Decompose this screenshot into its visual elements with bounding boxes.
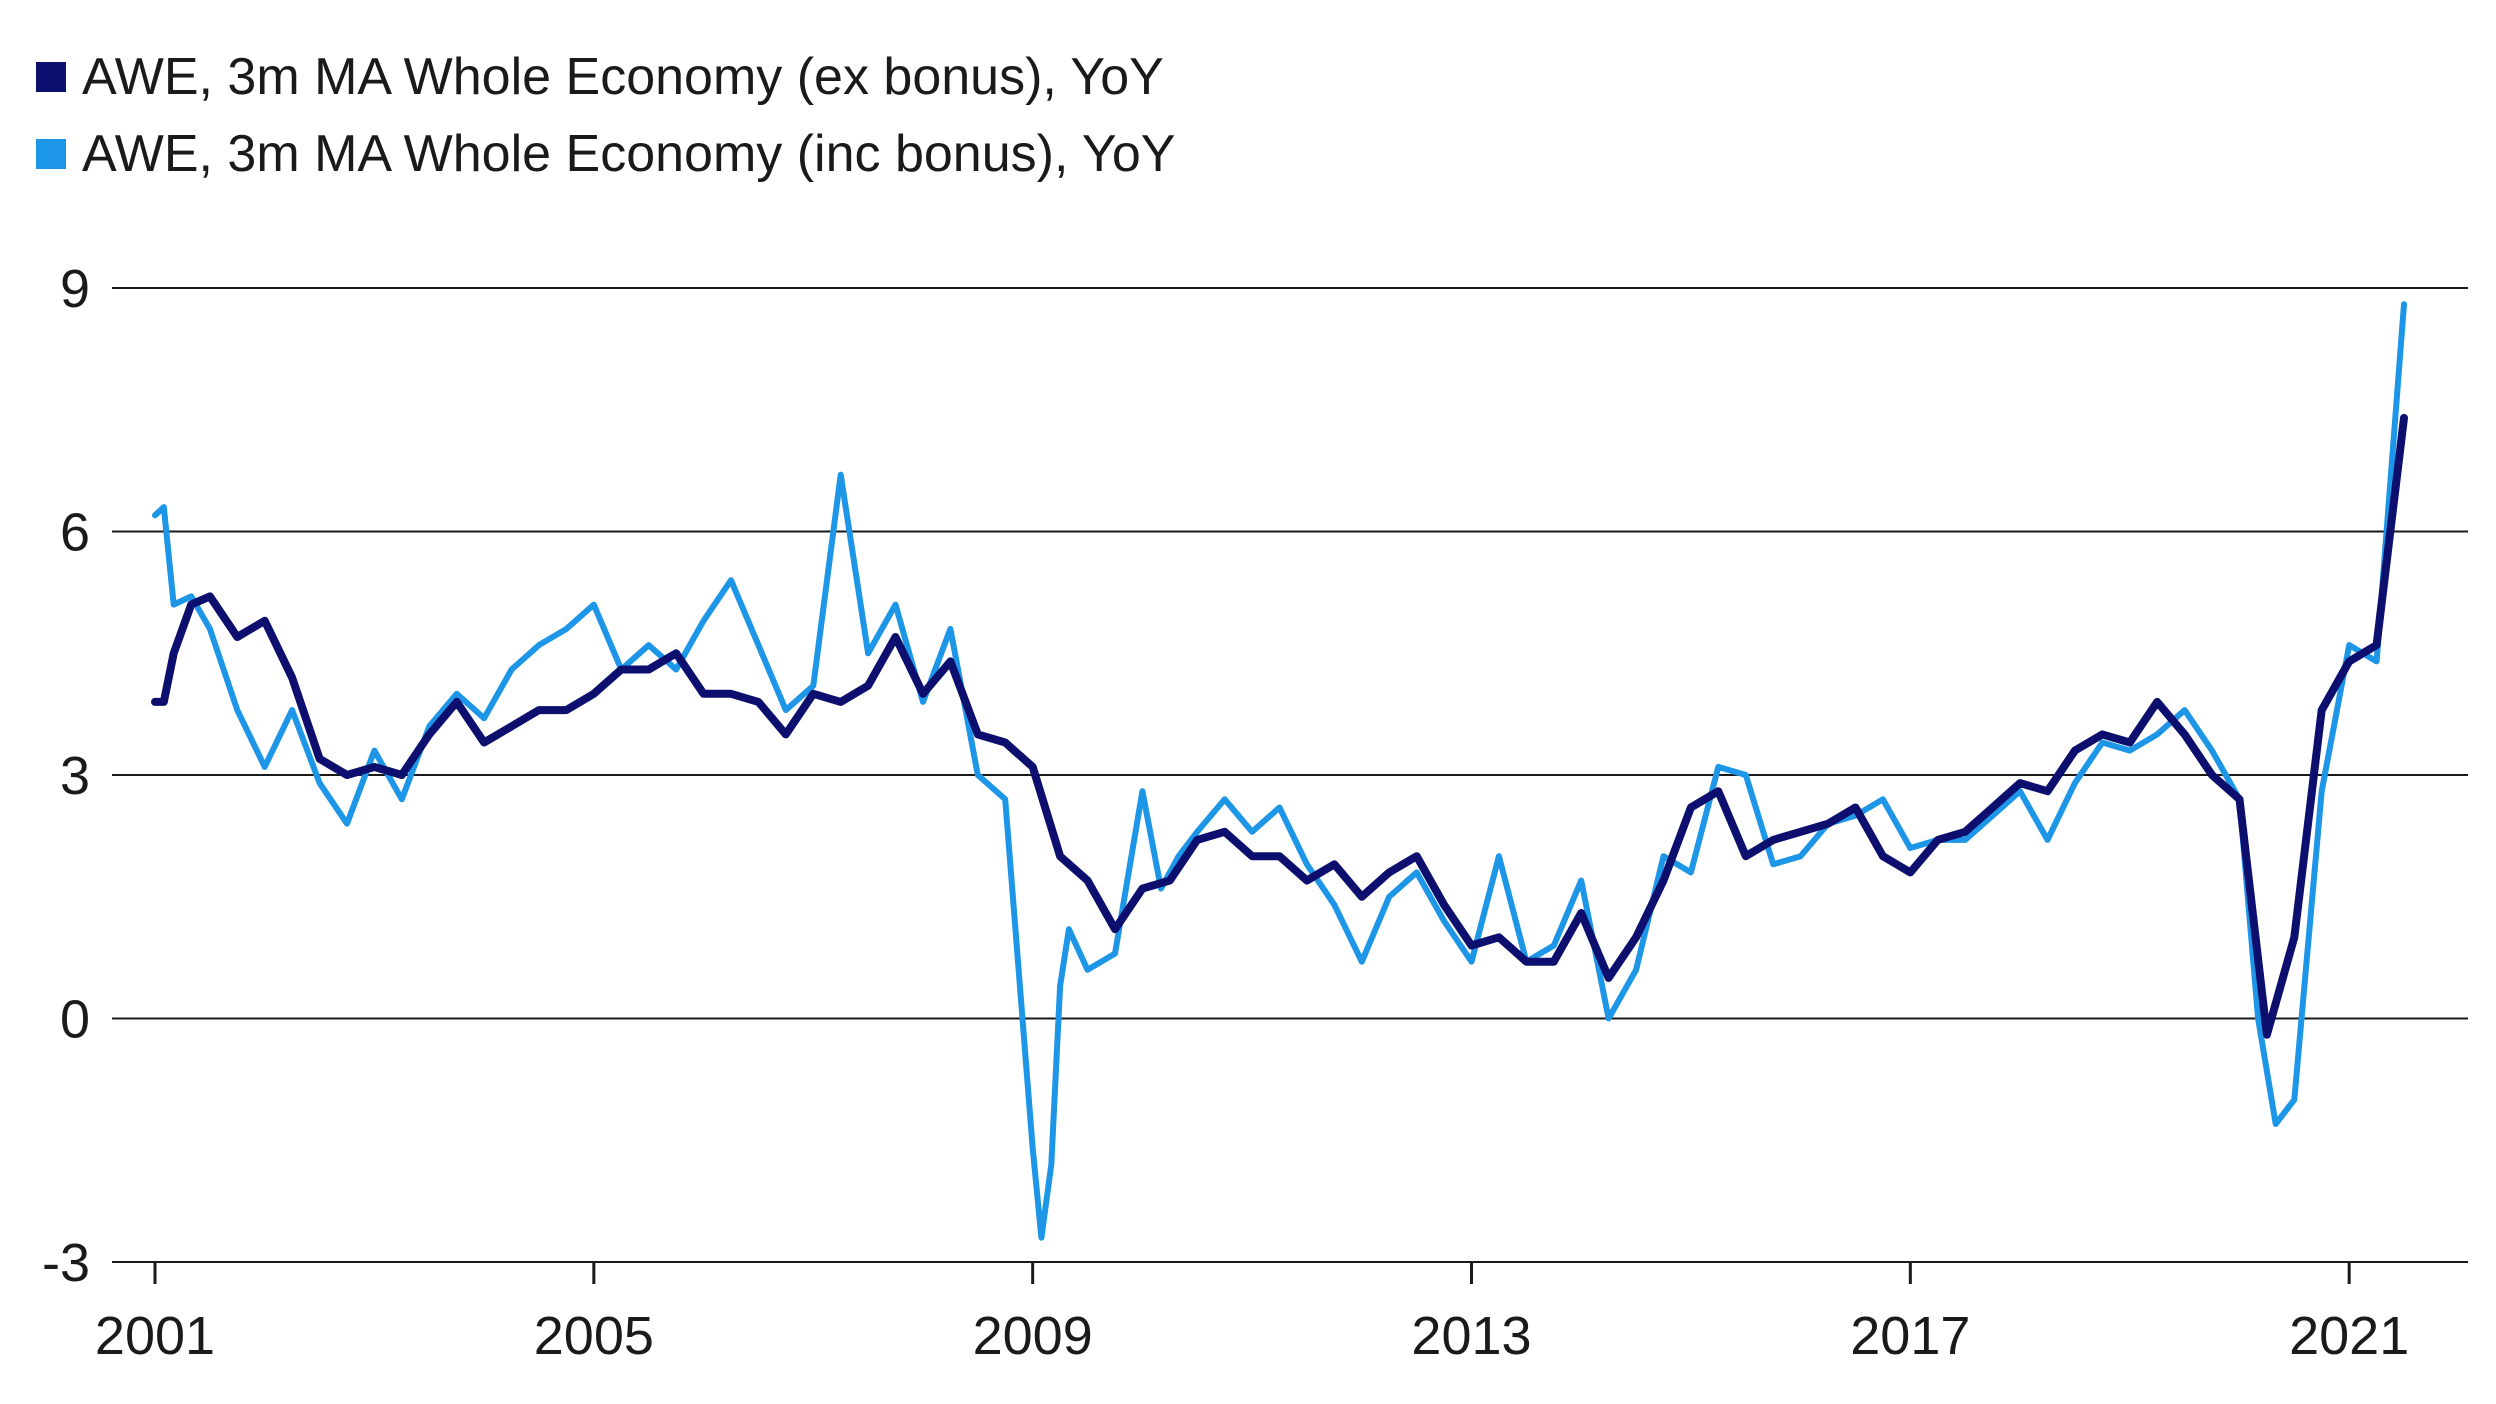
x-tick-label: 2009 xyxy=(973,1306,1093,1366)
series-line-ex-bonus xyxy=(151,413,2408,1039)
legend-label-ex-bonus: AWE, 3m MA Whole Economy (ex bonus), YoY xyxy=(82,47,1164,106)
x-tick-label: 2017 xyxy=(1850,1306,1970,1366)
legend-label-inc-bonus: AWE, 3m MA Whole Economy (inc bonus), Yo… xyxy=(82,124,1176,183)
y-axis: -3 0 3 6 9 xyxy=(42,259,90,1293)
legend-item-inc-bonus[interactable]: AWE, 3m MA Whole Economy (inc bonus), Yo… xyxy=(36,115,1175,192)
legend-item-ex-bonus[interactable]: AWE, 3m MA Whole Economy (ex bonus), YoY xyxy=(36,38,1175,115)
x-tick-label: 2001 xyxy=(95,1306,215,1366)
x-axis: 2001 2005 2009 2013 2017 2021 xyxy=(95,1262,2409,1366)
gridlines xyxy=(112,287,2468,1263)
x-tick-label: 2021 xyxy=(2289,1306,2409,1366)
legend-swatch-ex-bonus xyxy=(36,61,66,92)
series-lines xyxy=(151,301,2408,1241)
y-tick-label: -3 xyxy=(42,1233,90,1293)
x-tick-label: 2005 xyxy=(534,1306,654,1366)
series-line-inc-bonus xyxy=(152,301,2407,1241)
legend-swatch-inc-bonus xyxy=(36,138,66,169)
y-tick-label: 0 xyxy=(60,990,90,1050)
y-tick-label: 3 xyxy=(60,746,90,806)
y-tick-label: 9 xyxy=(60,259,90,319)
x-tick-label: 2013 xyxy=(1411,1306,1531,1366)
legend: AWE, 3m MA Whole Economy (ex bonus), YoY… xyxy=(36,38,1175,192)
y-tick-label: 6 xyxy=(60,503,90,563)
